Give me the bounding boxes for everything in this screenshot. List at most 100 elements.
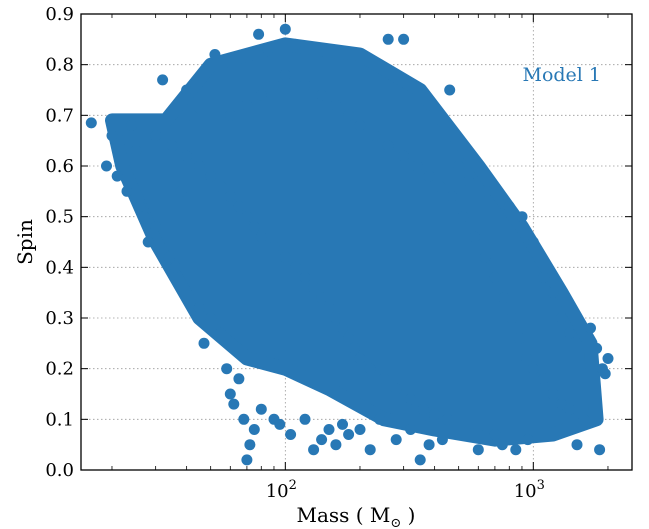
data-point bbox=[434, 180, 446, 192]
data-point bbox=[510, 444, 522, 456]
data-point bbox=[248, 221, 260, 233]
data-point bbox=[255, 89, 267, 101]
y-tick-label: 0.6 bbox=[45, 156, 74, 177]
data-point bbox=[274, 418, 286, 430]
data-point bbox=[514, 332, 525, 344]
data-point bbox=[527, 236, 539, 248]
data-point bbox=[578, 413, 590, 425]
data-point bbox=[238, 413, 250, 425]
y-tick-label: 0.4 bbox=[45, 257, 74, 278]
data-point bbox=[150, 221, 162, 233]
data-point bbox=[233, 373, 245, 385]
data-point bbox=[224, 109, 236, 121]
data-point bbox=[364, 444, 376, 456]
data-point bbox=[186, 109, 198, 121]
y-tick-label: 0.8 bbox=[45, 55, 74, 76]
data-point bbox=[215, 327, 227, 339]
y-tick-label: 0.1 bbox=[45, 409, 74, 430]
data-point bbox=[398, 150, 410, 162]
data-point bbox=[349, 342, 360, 354]
data-point bbox=[374, 413, 386, 425]
data-point bbox=[163, 251, 175, 263]
data-point bbox=[268, 79, 280, 91]
data-point bbox=[111, 170, 123, 182]
data-point bbox=[472, 444, 484, 456]
data-point bbox=[405, 424, 417, 435]
data-point bbox=[436, 434, 448, 446]
data-point bbox=[285, 429, 297, 440]
data-point bbox=[444, 84, 456, 96]
y-axis-title: Spin bbox=[13, 219, 37, 265]
data-point bbox=[521, 353, 533, 364]
data-point bbox=[299, 272, 311, 283]
data-point bbox=[414, 454, 426, 466]
data-point bbox=[446, 190, 458, 202]
data-point bbox=[369, 130, 381, 142]
data-point bbox=[330, 312, 342, 324]
data-point bbox=[166, 140, 178, 152]
data-point bbox=[405, 393, 417, 405]
data-point bbox=[255, 231, 267, 243]
data-point bbox=[354, 120, 366, 131]
data-point bbox=[382, 140, 394, 152]
data-point bbox=[354, 353, 366, 364]
axis-ticks bbox=[81, 13, 632, 471]
data-point bbox=[522, 434, 534, 446]
data-point bbox=[457, 211, 469, 223]
data-point bbox=[390, 434, 402, 446]
data-point bbox=[101, 160, 112, 172]
data-point bbox=[599, 368, 611, 380]
data-point bbox=[279, 23, 291, 35]
data-point bbox=[564, 403, 576, 415]
data-point bbox=[262, 44, 274, 55]
data-point bbox=[241, 454, 253, 466]
data-point bbox=[316, 434, 328, 446]
data-point bbox=[290, 261, 302, 273]
y-tick-label: 0.3 bbox=[45, 308, 74, 329]
data-point bbox=[316, 89, 328, 101]
y-tick-label: 0.7 bbox=[45, 105, 74, 126]
data-point bbox=[253, 28, 265, 40]
x-tick-labels: 102 103 bbox=[266, 478, 545, 502]
data-point bbox=[489, 272, 501, 283]
data-point bbox=[591, 342, 603, 354]
data-point bbox=[417, 403, 429, 415]
data-point bbox=[571, 439, 583, 451]
data-point bbox=[516, 211, 528, 223]
data-point bbox=[142, 236, 154, 248]
y-tick-label: 0.5 bbox=[45, 207, 74, 228]
data-point bbox=[441, 413, 453, 425]
data-point bbox=[323, 302, 335, 314]
x-tick-label: 103 bbox=[514, 478, 545, 502]
data-point bbox=[268, 241, 280, 253]
data-point bbox=[429, 408, 441, 420]
data-point bbox=[316, 292, 328, 304]
data-point bbox=[169, 261, 181, 273]
data-point bbox=[106, 130, 118, 142]
plot-frame bbox=[80, 13, 633, 471]
y-tick-labels: 0.0 0.1 0.2 0.3 0.4 0.5 0.6 0.7 0.8 0.9 bbox=[45, 4, 74, 481]
x-tick-label: 102 bbox=[266, 478, 297, 502]
data-point bbox=[538, 272, 550, 283]
data-point bbox=[496, 439, 508, 451]
y-tick-label: 0.2 bbox=[45, 359, 74, 380]
data-point bbox=[390, 383, 402, 395]
data-point bbox=[241, 211, 253, 223]
data-point bbox=[330, 439, 342, 451]
data-point bbox=[423, 439, 435, 451]
data-point bbox=[337, 418, 348, 430]
data-point bbox=[233, 201, 245, 212]
data-point bbox=[248, 424, 260, 435]
data-point bbox=[134, 201, 146, 212]
data-point bbox=[343, 109, 355, 121]
data-point bbox=[241, 99, 253, 111]
data-point bbox=[398, 33, 410, 45]
data-point bbox=[330, 99, 342, 111]
data-point bbox=[279, 251, 291, 263]
data-point bbox=[337, 322, 348, 334]
data-point bbox=[85, 117, 97, 129]
data-point bbox=[489, 429, 501, 440]
data-point bbox=[193, 302, 205, 314]
point-cloud-core bbox=[105, 37, 604, 447]
data-point bbox=[308, 282, 320, 294]
